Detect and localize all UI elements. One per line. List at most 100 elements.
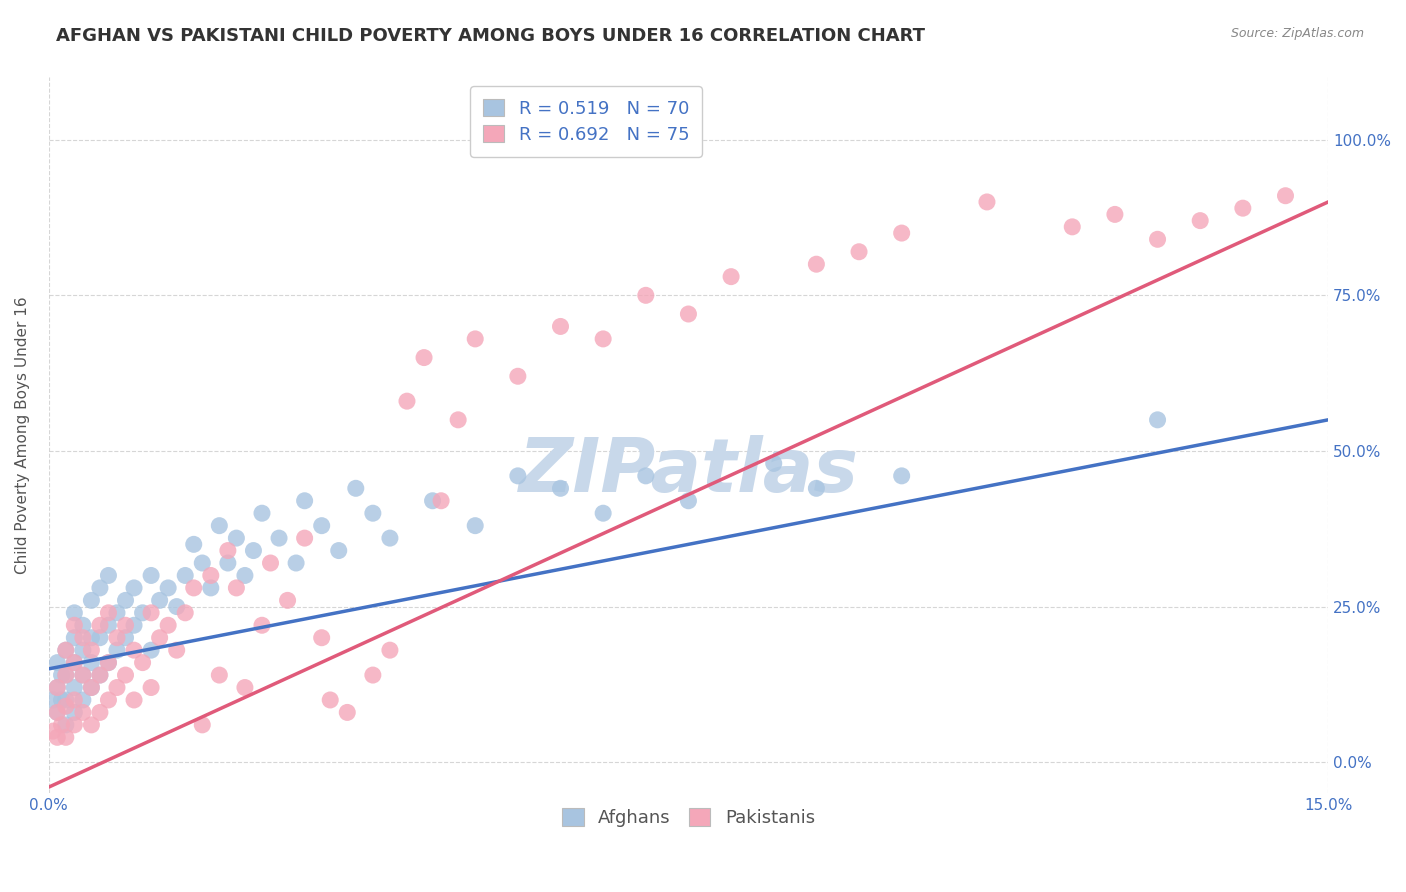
Point [217,556,239,570]
Point [1146,232,1168,246]
Y-axis label: Child Poverty Among Boys Under 16: Child Poverty Among Boys Under 16 [15,296,30,574]
Point [63,718,86,732]
Point [319,693,342,707]
Point [191,556,214,570]
Point [166,599,188,614]
Point [97,656,120,670]
Point [174,606,197,620]
Point [311,518,333,533]
Point [114,593,136,607]
Point [63,656,86,670]
Point [97,606,120,620]
Point [46,656,69,670]
Point [174,568,197,582]
Point [51,693,73,707]
Legend: Afghans, Pakistanis: Afghans, Pakistanis [555,801,823,834]
Point [122,618,145,632]
Point [46,681,69,695]
Point [105,606,128,620]
Point [1146,413,1168,427]
Point [46,731,69,745]
Point [72,668,94,682]
Text: AFGHAN VS PAKISTANI CHILD POVERTY AMONG BOYS UNDER 16 CORRELATION CHART: AFGHAN VS PAKISTANI CHILD POVERTY AMONG … [56,27,925,45]
Point [97,656,120,670]
Point [51,718,73,732]
Point [89,581,111,595]
Point [157,618,180,632]
Point [311,631,333,645]
Point [200,581,222,595]
Point [149,631,172,645]
Point [678,493,700,508]
Point [378,531,401,545]
Point [63,681,86,695]
Point [267,531,290,545]
Point [166,643,188,657]
Point [139,681,162,695]
Point [105,643,128,657]
Point [217,543,239,558]
Point [1062,219,1084,234]
Point [395,394,418,409]
Point [430,493,453,508]
Point [72,668,94,682]
Point [89,618,111,632]
Point [233,681,256,695]
Point [114,668,136,682]
Point [72,631,94,645]
Point [46,706,69,720]
Point [80,643,103,657]
Point [55,643,77,657]
Point [634,288,657,302]
Point [149,593,172,607]
Point [89,706,111,720]
Point [55,643,77,657]
Point [131,656,153,670]
Point [447,413,470,427]
Point [1104,207,1126,221]
Text: ZIPatlas: ZIPatlas [519,434,859,508]
Point [55,731,77,745]
Point [114,618,136,632]
Point [122,643,145,657]
Point [139,568,162,582]
Point [55,668,77,682]
Point [225,531,247,545]
Point [678,307,700,321]
Point [233,568,256,582]
Point [464,518,486,533]
Point [1274,188,1296,202]
Point [46,706,69,720]
Point [242,543,264,558]
Point [55,693,77,707]
Point [277,593,299,607]
Point [413,351,436,365]
Point [344,481,367,495]
Point [634,468,657,483]
Point [592,506,614,520]
Point [250,506,273,520]
Point [80,631,103,645]
Point [422,493,444,508]
Point [63,656,86,670]
Point [200,568,222,582]
Point [361,668,384,682]
Point [191,718,214,732]
Point [506,468,529,483]
Point [183,581,205,595]
Point [157,581,180,595]
Point [464,332,486,346]
Point [294,531,316,545]
Point [1189,213,1212,227]
Point [506,369,529,384]
Point [285,556,308,570]
Point [97,693,120,707]
Point [328,543,350,558]
Point [183,537,205,551]
Point [55,718,77,732]
Point [80,681,103,695]
Point [105,631,128,645]
Point [42,693,65,707]
Point [361,506,384,520]
Point [139,606,162,620]
